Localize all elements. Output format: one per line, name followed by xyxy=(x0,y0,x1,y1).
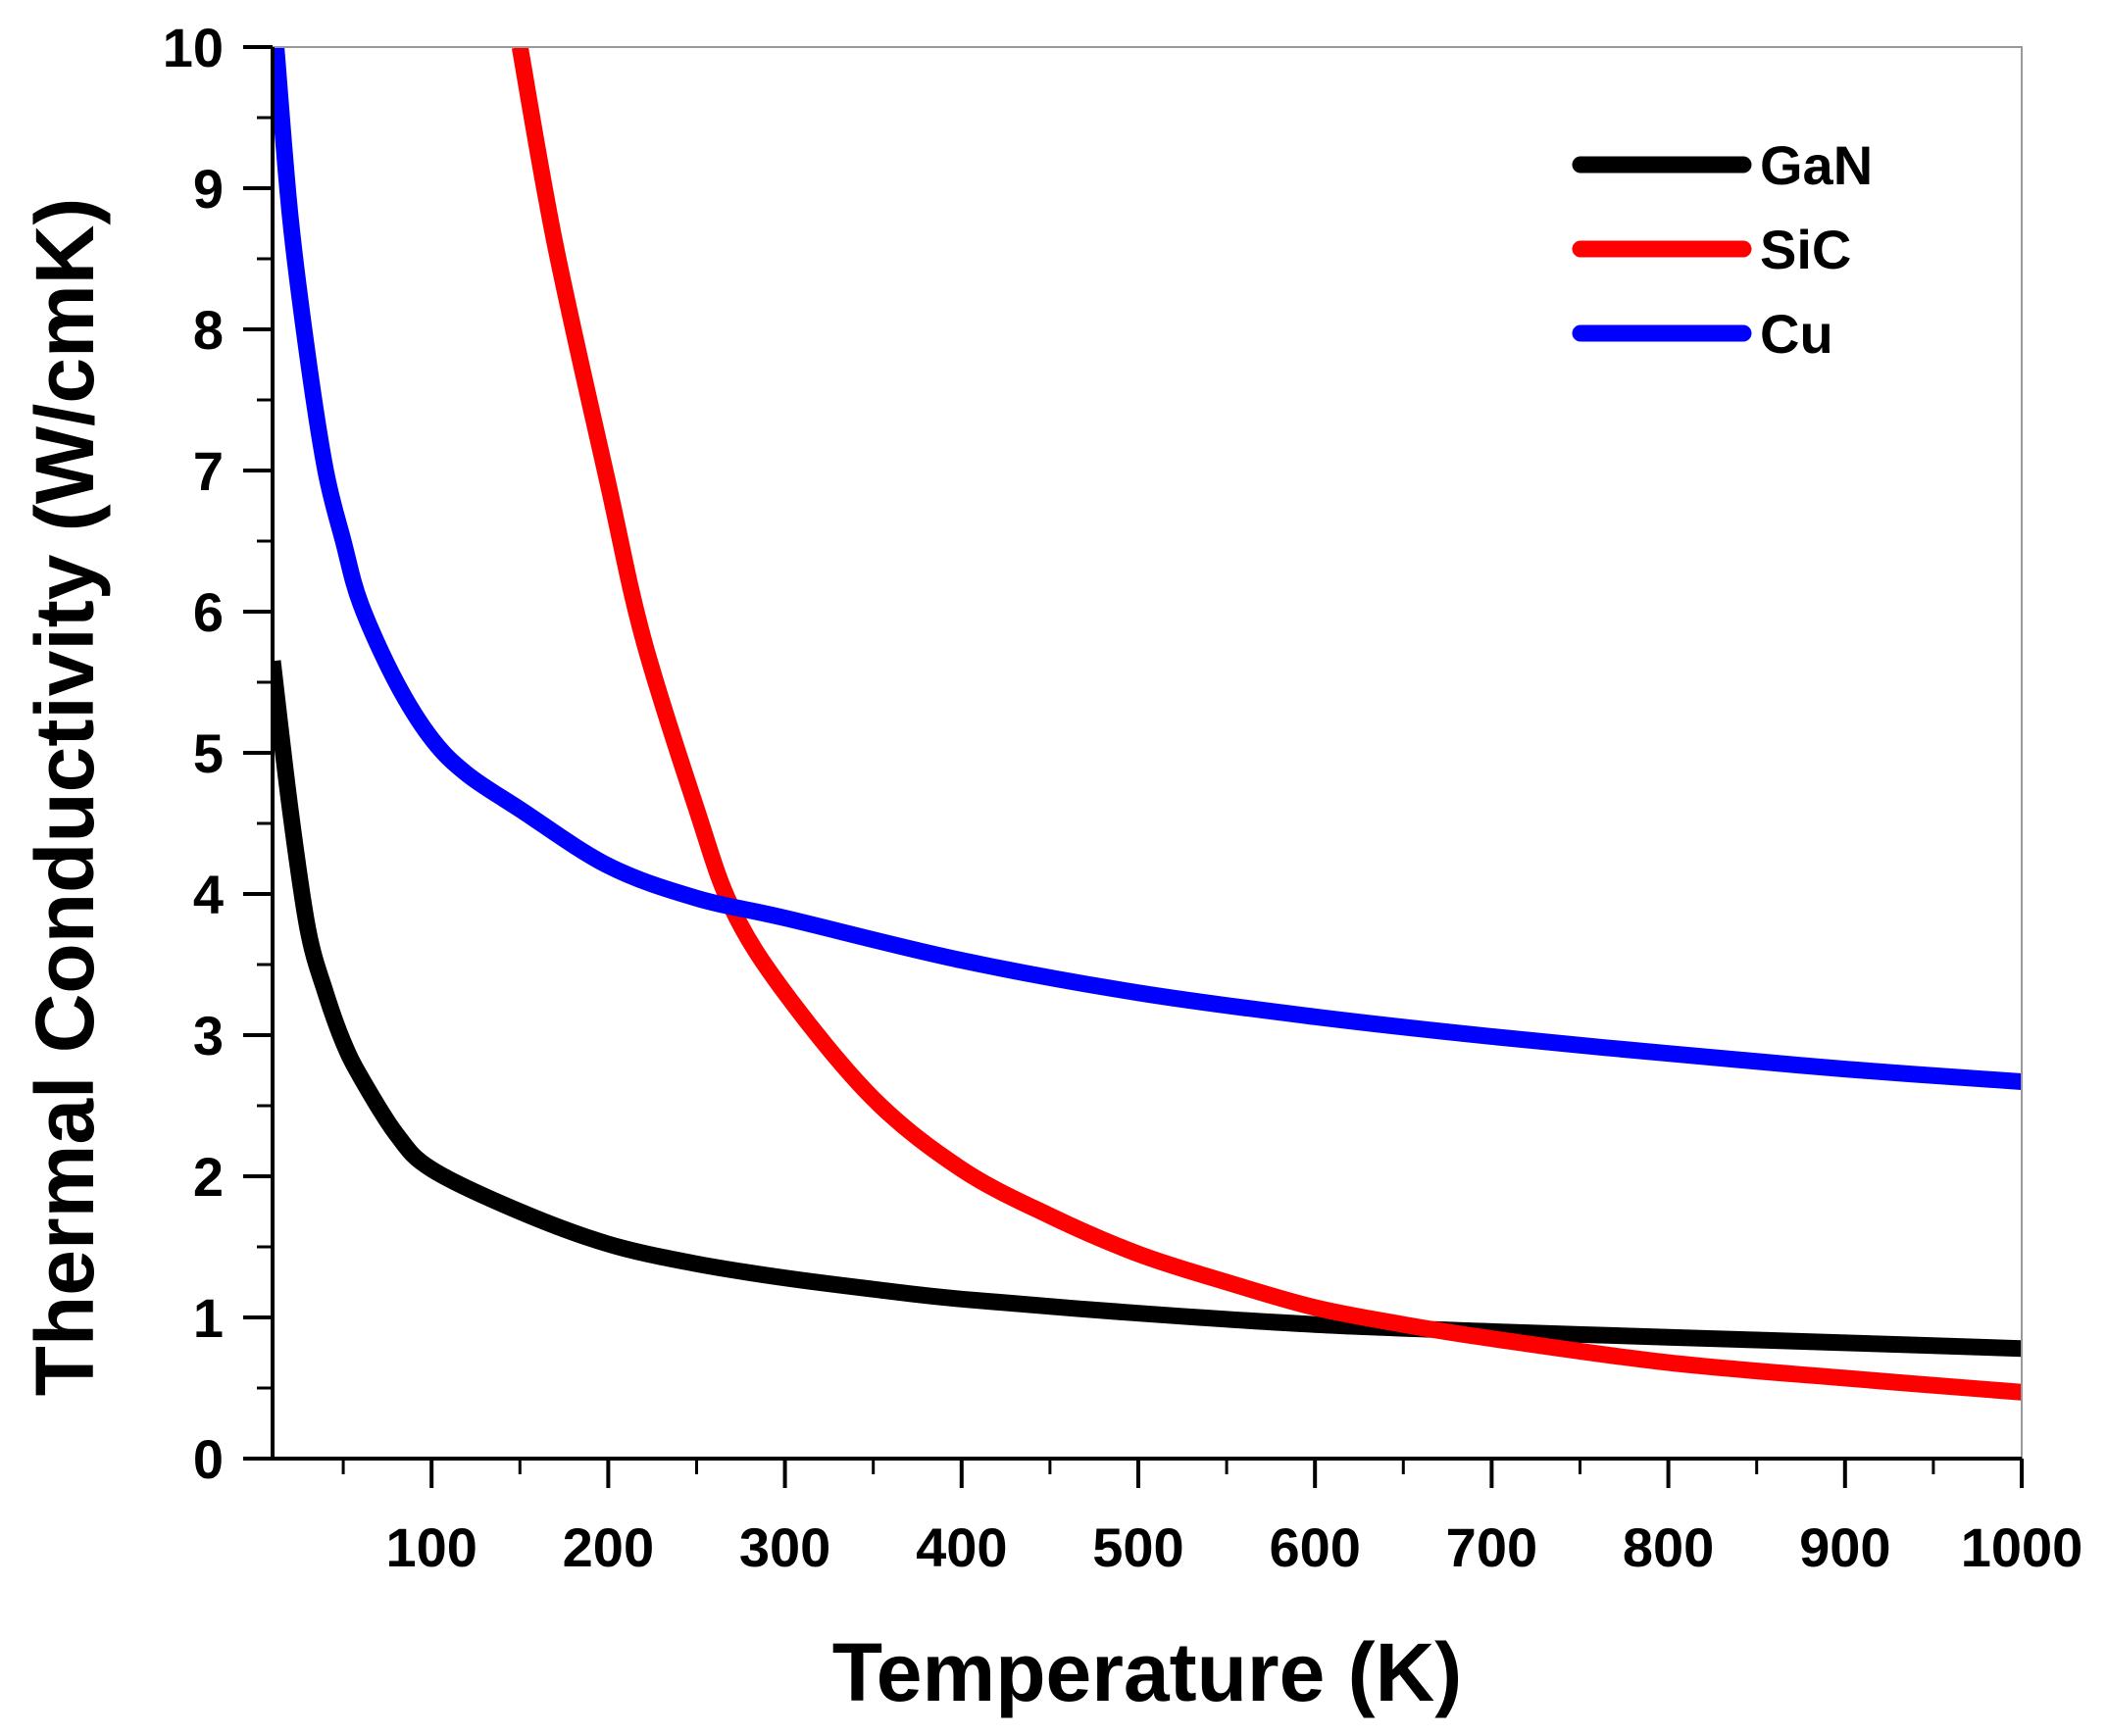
x-axis-ticks: 100 200 300 400 500 600 700 800 900 1000 xyxy=(341,1459,2083,1578)
x-tick-label: 200 xyxy=(563,1516,654,1578)
x-tick-label: 400 xyxy=(916,1516,1007,1578)
x-tick-label: 500 xyxy=(1092,1516,1183,1578)
y-tick-label: 5 xyxy=(193,722,224,784)
y-tick-label: 10 xyxy=(163,17,224,78)
y-tick-label: 9 xyxy=(193,158,224,220)
x-axis-title: Temperature (K) xyxy=(832,1626,1463,1718)
x-tick-label: 100 xyxy=(385,1516,477,1578)
y-tick-label: 2 xyxy=(193,1146,224,1208)
legend-label-gan: GaN xyxy=(1760,134,1873,196)
series-line-cu xyxy=(273,47,2022,1090)
legend-label-sic: SiC xyxy=(1760,219,1851,280)
y-tick-label: 4 xyxy=(193,864,224,925)
x-tick-label: 700 xyxy=(1446,1516,1537,1578)
y-axis-ticks: 0 1 2 3 4 5 6 7 8 9 10 xyxy=(163,17,273,1490)
series-curves xyxy=(273,47,2022,1401)
y-tick-label: 0 xyxy=(193,1428,224,1490)
y-tick-label: 1 xyxy=(193,1287,224,1349)
y-tick-label: 3 xyxy=(193,1005,224,1066)
x-tick-label: 900 xyxy=(1799,1516,1890,1578)
y-tick-label: 7 xyxy=(193,440,224,502)
series-line-gan xyxy=(273,660,2022,1358)
y-axis-title: Thermal Conductivity (W/cmK) xyxy=(19,198,111,1397)
y-tick-label: 6 xyxy=(193,581,224,643)
y-tick-label: 8 xyxy=(193,299,224,361)
x-tick-label: 800 xyxy=(1623,1516,1714,1578)
legend-label-cu: Cu xyxy=(1760,303,1833,365)
legend: GaN SiC Cu xyxy=(1572,134,1873,365)
x-tick-label: 1000 xyxy=(1961,1516,2083,1578)
x-tick-label: 300 xyxy=(739,1516,830,1578)
series-line-sic xyxy=(511,47,2022,1401)
x-tick-label: 600 xyxy=(1269,1516,1360,1578)
